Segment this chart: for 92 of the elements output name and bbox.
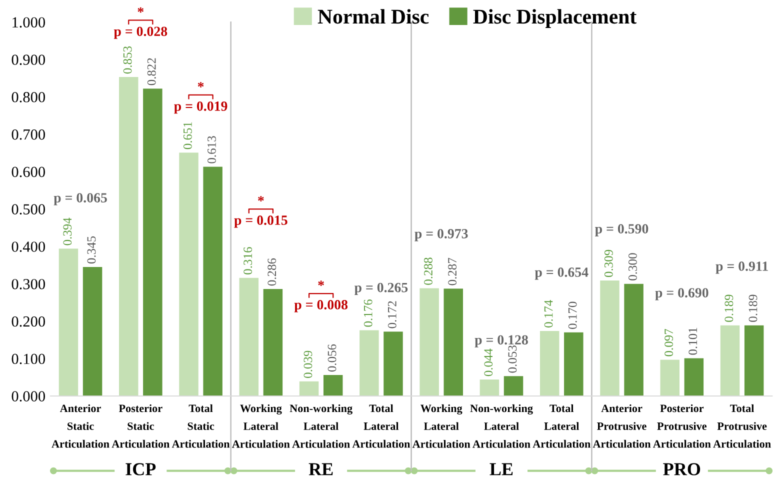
text: PRO <box>663 463 700 476</box>
bar <box>384 332 403 396</box>
bar <box>540 330 560 396</box>
data-label: 0.309 <box>604 250 613 277</box>
annotation: p = 0.028 <box>114 26 168 39</box>
bar <box>299 381 319 396</box>
bar <box>600 280 620 396</box>
bar <box>203 166 222 396</box>
data-label: 0.822 <box>147 58 156 86</box>
x-tick-label: Total Static Articulation <box>172 404 230 448</box>
data-label: 0.288 <box>424 258 433 285</box>
data-label: 0.651 <box>183 122 192 150</box>
x-tick-label: Posterior Static Articulation <box>112 404 170 448</box>
data-label: 0.097 <box>664 328 674 356</box>
y-tick-label: 0.300 <box>12 278 45 290</box>
annotation: p = 0.008 <box>294 300 348 312</box>
bar <box>119 77 138 396</box>
x-tick-label: Non-working Lateral Articulation <box>470 404 533 448</box>
bar <box>263 289 283 396</box>
data-label: 0.189 <box>748 294 758 322</box>
text: LE <box>490 463 513 476</box>
data-label: 0.044 <box>484 348 493 376</box>
x-tick-label: Total Lateral Articulation <box>352 404 410 448</box>
annotation: p = 0.015 <box>234 216 288 228</box>
y-tick-label: 0.500 <box>12 204 45 215</box>
bar <box>360 330 379 396</box>
bar <box>720 325 740 396</box>
bar <box>323 375 343 396</box>
y-tick-label: 1.000 <box>12 17 45 28</box>
x-tick-label: Working Lateral Articulation <box>412 404 470 448</box>
bar <box>239 278 259 396</box>
x-tick-label: Total Protrusive Articulation <box>713 404 771 448</box>
bar <box>624 284 644 396</box>
x-tick-label: Working Lateral Articulation <box>232 404 290 448</box>
annotation: p = 0.654 <box>534 268 588 280</box>
bar <box>504 376 524 396</box>
annotation: p = 0.265 <box>354 282 408 296</box>
bar <box>82 266 102 396</box>
annotation: p = 0.019 <box>174 101 228 114</box>
data-label: 0.101 <box>688 328 698 355</box>
data-label: 0.613 <box>208 136 216 164</box>
x-tick-label: Anterior Static Articulation <box>52 404 110 448</box>
bar <box>420 288 439 396</box>
data-label: 0.287 <box>448 258 457 286</box>
annotation: p = 0.065 <box>54 193 107 206</box>
x-tick-label: Anterior Protrusive Articulation <box>592 404 651 448</box>
data-label: 0.053 <box>508 346 517 373</box>
annotation: p = 0.973 <box>414 229 468 242</box>
text: RE <box>308 463 333 476</box>
data-label: 0.174 <box>544 300 553 328</box>
bar <box>143 88 162 396</box>
annotation: * <box>258 196 264 202</box>
bar <box>744 325 764 396</box>
data-label: 0.056 <box>328 344 336 372</box>
data-label: 0.853 <box>123 46 132 74</box>
x-tick-label: Non-working Lateral Articulation <box>290 404 352 448</box>
x-tick-label: Total Lateral Articulation <box>532 404 590 448</box>
y-tick-label: 0.700 <box>12 129 45 140</box>
y-tick-label: 0.800 <box>12 92 45 102</box>
x-tick-label: Posterior Protrusive Articulation <box>653 404 711 448</box>
bar <box>58 248 78 396</box>
data-label: 0.189 <box>724 294 734 322</box>
bar <box>564 332 584 396</box>
data-label: 0.345 <box>87 236 96 264</box>
y-tick-label: 0.400 <box>12 242 45 252</box>
y-tick-label: 0.600 <box>12 166 45 178</box>
annotation: p = 0.690 <box>655 288 708 300</box>
data-label: 0.176 <box>364 299 372 327</box>
y-tick-label: 0.000 <box>12 391 45 402</box>
annotation: p = 0.590 <box>595 224 648 236</box>
bar <box>684 358 704 396</box>
data-label: 0.316 <box>244 247 252 274</box>
data-label: 0.172 <box>388 301 396 328</box>
annotation: p = 0.911 <box>716 262 768 274</box>
text: * <box>138 7 144 13</box>
y-tick-label: 0.900 <box>12 54 45 65</box>
bar <box>660 360 680 396</box>
y-tick-label: 0.200 <box>12 316 45 327</box>
annotation: * <box>318 280 324 286</box>
legend-label: Normal Disc <box>318 9 429 24</box>
text: ICP <box>126 463 156 476</box>
legend-label: Disc Displacement <box>473 9 637 28</box>
annotation: * <box>198 82 204 88</box>
bar <box>480 380 500 396</box>
data-label: 0.286 <box>268 258 276 286</box>
y-tick-label: 0.100 <box>12 354 45 364</box>
bar <box>444 288 463 396</box>
bar <box>179 152 198 396</box>
data-label: 0.170 <box>568 302 577 329</box>
data-label: 0.039 <box>304 350 312 378</box>
data-label: 0.300 <box>628 253 637 280</box>
data-label: 0.394 <box>63 218 72 246</box>
